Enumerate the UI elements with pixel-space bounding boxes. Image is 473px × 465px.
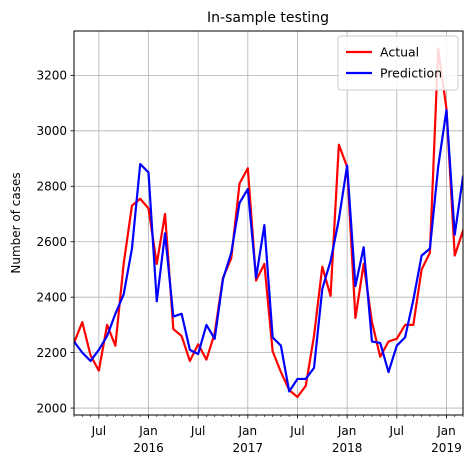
x-tick-year-label: 2016 xyxy=(133,441,164,455)
x-tick-label: Jan xyxy=(436,424,456,438)
y-tick-label: 2000 xyxy=(36,401,67,415)
x-tick-label: Jan xyxy=(138,424,158,438)
y-tick-label: 3200 xyxy=(36,69,67,83)
plot-frame xyxy=(73,30,464,416)
x-tick-label: Jul xyxy=(91,424,106,438)
y-tick-label: 2600 xyxy=(36,235,67,249)
y-tick-label: 3000 xyxy=(36,124,67,138)
x-tick-year-label: 2019 xyxy=(431,441,462,455)
legend: Actual Prediction xyxy=(337,35,459,91)
x-tick-label: Jul xyxy=(389,424,404,438)
legend-label-prediction: Prediction xyxy=(380,66,442,81)
x-tick-year-label: 2017 xyxy=(233,441,264,455)
series-line-prediction xyxy=(74,108,463,393)
x-tick-label: Jul xyxy=(289,424,304,438)
y-axis-label: Number of cases xyxy=(9,172,23,273)
y-tick-label: 2400 xyxy=(36,290,67,304)
series-line-actual xyxy=(74,47,463,399)
y-axis: 2000 2200 2400 2600 2800 3000 3200 xyxy=(36,69,74,415)
x-tick-label: Jan xyxy=(238,424,258,438)
x-tick-label: Jul xyxy=(190,424,205,438)
legend-box xyxy=(337,35,459,91)
series-layer xyxy=(74,47,463,399)
chart-title: In-sample testing xyxy=(207,10,329,26)
x-axis: Jul Jan 2016 Jul Jan 2017 Jul Jan 2018 Jul Jan 2019 xyxy=(73,415,464,455)
legend-label-actual: Actual xyxy=(380,45,419,60)
y-tick-label: 2200 xyxy=(36,346,67,360)
x-tick-label: Jan xyxy=(337,424,357,438)
y-tick-label: 2800 xyxy=(36,180,67,194)
x-tick-year-label: 2018 xyxy=(332,441,363,455)
